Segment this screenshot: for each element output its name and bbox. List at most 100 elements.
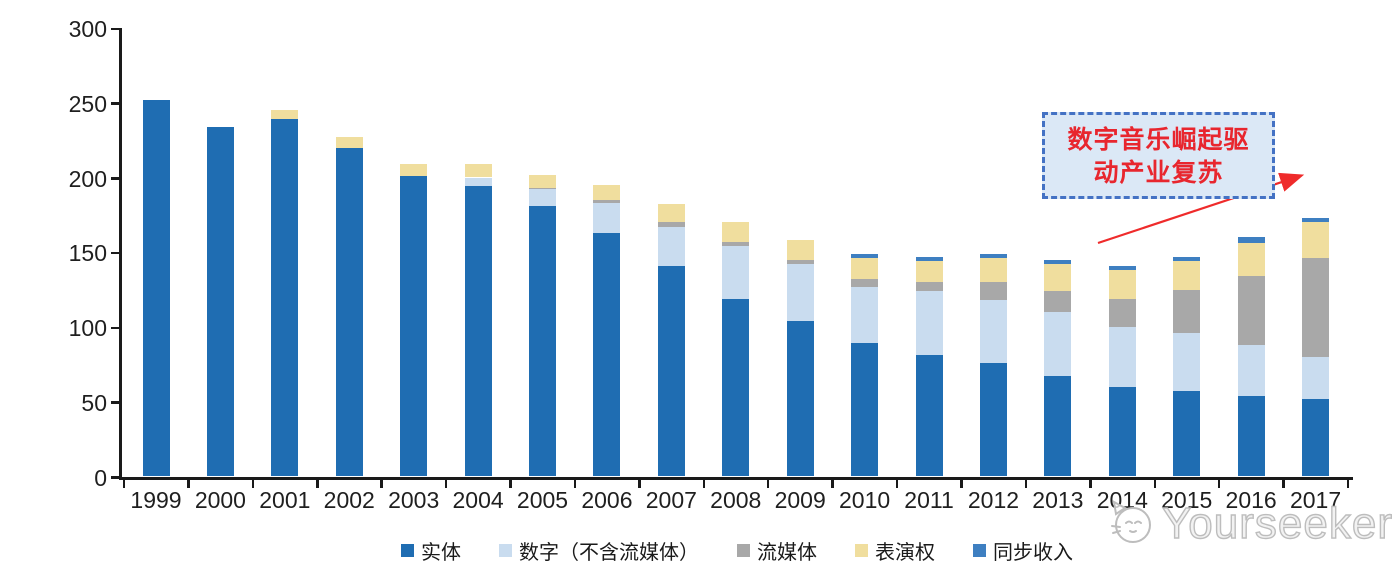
annotation-line-2: 动产业复苏 — [1093, 157, 1224, 187]
bar-segment-2010-1 — [851, 286, 879, 344]
bar-segment-2017-0 — [1302, 398, 1330, 477]
x-axis-tick — [1089, 479, 1092, 488]
bar-segment-2009-3 — [786, 240, 814, 260]
bar-segment-2004-1 — [464, 177, 492, 187]
y-axis-tick — [111, 102, 119, 105]
bar-segment-2008-3 — [722, 222, 750, 242]
y-tick-label: 100 — [68, 315, 107, 341]
x-axis-tick — [1282, 479, 1285, 488]
x-tick-label-1999: 1999 — [130, 486, 182, 513]
bar-segment-2006-0 — [593, 232, 621, 477]
x-axis-tick — [960, 479, 963, 488]
bar-segment-2017-3 — [1302, 222, 1330, 259]
bar-segment-2017-1 — [1302, 356, 1330, 399]
legend-label-1: 数字（不含流媒体） — [519, 540, 699, 564]
bar-segment-2016-0 — [1237, 395, 1265, 477]
x-tick-label-2013: 2013 — [1032, 486, 1084, 513]
x-axis-tick — [316, 479, 319, 488]
bar-segment-2006-2 — [593, 199, 621, 203]
y-tick-label: 0 — [94, 464, 107, 491]
bar-segment-2004-0 — [464, 186, 492, 477]
bar-segment-2013-2 — [1044, 291, 1072, 313]
bar-segment-2012-1 — [979, 300, 1007, 363]
bar-segment-2004-3 — [464, 164, 492, 178]
bar-segment-2013-0 — [1044, 376, 1072, 477]
x-tick-label-2001: 2001 — [259, 486, 311, 513]
legend-label-4: 同步收入 — [993, 540, 1073, 564]
bar-segment-2000-0 — [206, 126, 234, 477]
bar-segment-2003-3 — [400, 164, 428, 176]
x-tick-label-2000: 2000 — [194, 486, 246, 513]
y-tick-label: 250 — [68, 90, 107, 117]
x-axis-tick — [638, 479, 641, 488]
y-tick-label: 150 — [68, 240, 107, 267]
bar-segment-2016-2 — [1237, 276, 1265, 345]
bar-segment-2014-1 — [1108, 327, 1136, 387]
y-axis-line — [119, 28, 122, 480]
x-axis-tick — [766, 479, 770, 488]
bar-segment-2011-3 — [915, 261, 943, 283]
y-tick-label: 50 — [81, 389, 107, 416]
bar-segment-1999-0 — [142, 99, 170, 477]
bar-segment-2015-4 — [1173, 256, 1201, 262]
bar-segment-2015-0 — [1173, 391, 1201, 477]
bar-segment-2011-2 — [915, 282, 943, 292]
bar-segment-2015-1 — [1173, 332, 1201, 392]
x-tick-label-2009: 2009 — [774, 486, 826, 513]
bar-segment-2016-1 — [1237, 344, 1265, 396]
bar-segment-2006-3 — [593, 184, 621, 200]
y-axis-tick — [111, 251, 119, 255]
x-axis-tick — [702, 479, 706, 488]
x-tick-label-2005: 2005 — [516, 486, 569, 513]
bar-segment-2005-1 — [529, 189, 557, 206]
bar-segment-2015-2 — [1173, 289, 1201, 333]
bar-segment-2005-2 — [529, 187, 557, 190]
bar-segment-2012-3 — [979, 258, 1007, 283]
x-tick-label-2017: 2017 — [1289, 486, 1342, 513]
bar-segment-2009-0 — [786, 321, 814, 477]
bar-segment-2010-3 — [851, 258, 879, 280]
y-axis-tick — [111, 401, 119, 404]
bar-segment-2001-3 — [271, 110, 299, 120]
x-axis-tick — [444, 479, 448, 488]
bar-segment-2016-4 — [1237, 237, 1265, 244]
bar-segment-2011-0 — [915, 355, 943, 477]
bar-segment-2007-2 — [657, 222, 685, 227]
x-tick-label-2008: 2008 — [710, 486, 762, 513]
legend-item-3: 表演权 — [855, 536, 935, 565]
x-tick-label-2007: 2007 — [645, 486, 697, 513]
bar-segment-2007-3 — [657, 204, 685, 223]
y-axis-tick — [111, 177, 119, 180]
bar-segment-2017-4 — [1302, 217, 1330, 223]
y-axis-tick — [111, 326, 119, 329]
legend-swatch-0 — [401, 544, 414, 557]
bar-segment-2008-2 — [722, 241, 750, 247]
bar-segment-2012-4 — [979, 253, 1007, 259]
bar-segment-2016-3 — [1237, 243, 1265, 277]
watermark: Yourseeker — [1104, 496, 1393, 552]
legend-swatch-3 — [855, 544, 868, 557]
bar-segment-2010-2 — [851, 279, 879, 287]
bar-segment-2017-2 — [1302, 258, 1330, 357]
bar-segment-2009-1 — [786, 264, 814, 321]
bar-segment-2013-4 — [1044, 259, 1072, 265]
legend-item-0: 实体 — [401, 536, 461, 565]
y-axis-tick — [111, 476, 119, 479]
legend-swatch-2 — [737, 544, 750, 557]
x-tick-label-2012: 2012 — [967, 486, 1020, 513]
bar-segment-2003-0 — [400, 176, 428, 477]
bar-segment-2010-4 — [851, 253, 879, 259]
x-tick-label-2016: 2016 — [1225, 486, 1277, 513]
bar-segment-2013-1 — [1044, 312, 1072, 377]
x-axis-tick — [573, 479, 577, 488]
legend-item-1: 数字（不含流媒体） — [499, 536, 699, 565]
x-axis-tick — [1024, 479, 1028, 488]
bar-segment-2014-2 — [1108, 298, 1136, 327]
bar-segment-2011-1 — [915, 291, 943, 356]
bar-segment-2001-0 — [271, 119, 299, 477]
legend-label-0: 实体 — [421, 540, 461, 564]
bar-segment-2005-0 — [529, 205, 557, 477]
legend-label-2: 流媒体 — [757, 540, 817, 564]
x-axis-tick — [509, 479, 512, 488]
y-tick-label: 300 — [68, 16, 107, 42]
